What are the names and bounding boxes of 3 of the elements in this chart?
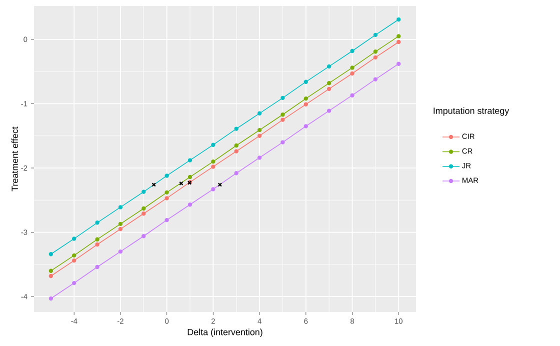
x-axis-title: Delta (intervention) (188, 328, 262, 338)
y-axis-title: Treatment effect (11, 126, 18, 192)
legend-title: Imputation strategy (434, 107, 510, 116)
